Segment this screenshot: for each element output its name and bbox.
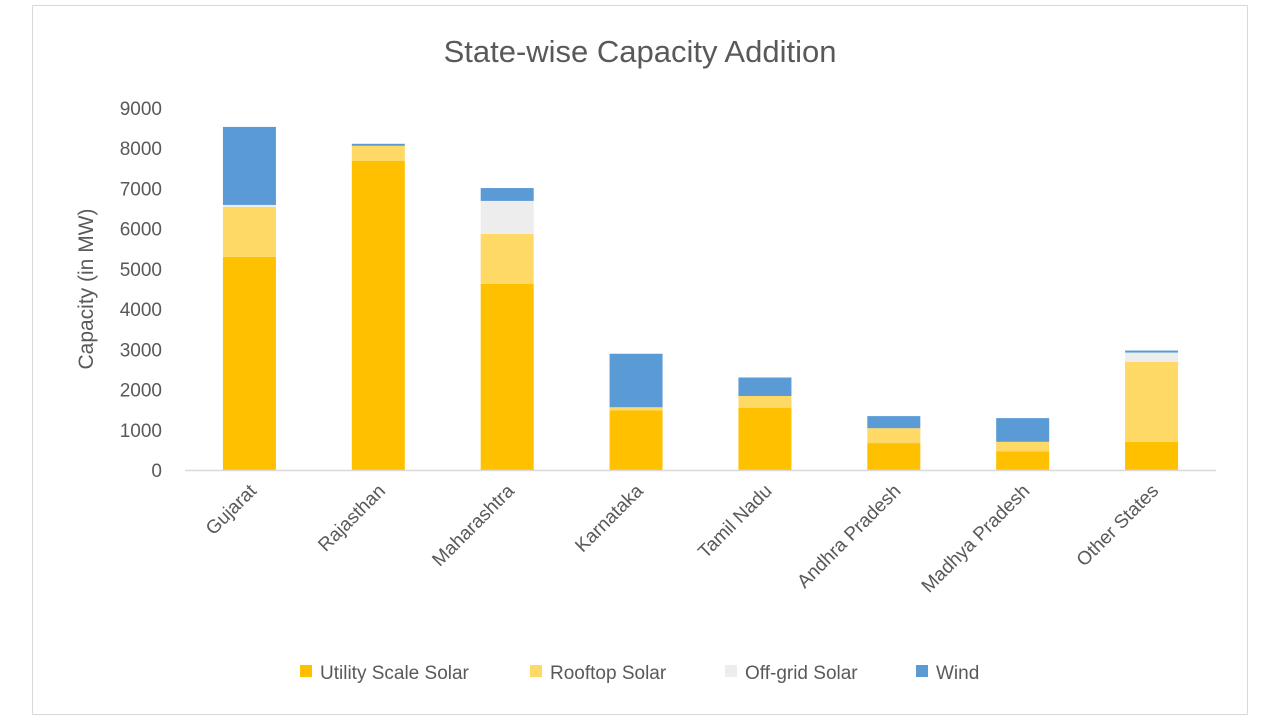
x-tick-label: Madhya Pradesh <box>918 481 1034 597</box>
bar-segment-wind <box>222 126 276 205</box>
y-axis-label: Capacity (in MW) <box>75 208 98 369</box>
y-tick-label: 9000 <box>120 99 162 120</box>
bar-segment-wind <box>1125 350 1179 353</box>
bar-segment-utility-scale-solar <box>1125 441 1179 470</box>
y-tick-label: 7000 <box>120 179 162 200</box>
legend-label: Wind <box>936 663 979 684</box>
bar-segment-rooftop-solar <box>351 145 405 161</box>
bar-segment-rooftop-solar <box>867 428 921 444</box>
bar-segment-wind <box>480 188 534 201</box>
legend-swatch <box>725 665 737 677</box>
bar-segment-wind <box>351 143 405 146</box>
y-tick-label: 3000 <box>120 340 162 361</box>
chart-frame <box>32 5 1248 715</box>
bar-segment-wind <box>867 416 921 429</box>
x-tick-label: Karnataka <box>571 480 647 556</box>
bar-segment-utility-scale-solar <box>351 160 405 471</box>
bar-segment-off-grid-solar <box>480 200 534 234</box>
y-tick-label: 4000 <box>120 300 162 321</box>
bar-segment-utility-scale-solar <box>738 407 792 470</box>
bar-segment-off-grid-solar <box>1125 352 1179 362</box>
y-tick-label: 5000 <box>120 260 162 281</box>
legend-swatch <box>300 665 312 677</box>
y-tick-label: 1000 <box>120 421 162 442</box>
x-tick-label: Gujarat <box>202 480 261 539</box>
bar-segment-rooftop-solar <box>609 407 663 411</box>
x-tick-label: Maharashtra <box>428 480 519 571</box>
bar-segment-rooftop-solar <box>480 233 534 284</box>
bar-segment-utility-scale-solar <box>996 451 1050 470</box>
bar-segment-utility-scale-solar <box>609 410 663 470</box>
bar-segment-rooftop-solar <box>222 206 276 257</box>
legend-swatch <box>916 665 928 677</box>
chart-title: State-wise Capacity Addition <box>444 34 837 69</box>
bar-segment-off-grid-solar <box>222 204 276 207</box>
legend-label: Off-grid Solar <box>745 663 858 684</box>
x-tick-label: Rajasthan <box>314 481 389 556</box>
y-tick-label: 6000 <box>120 220 162 241</box>
bar-segment-utility-scale-solar <box>480 283 534 470</box>
legend-label: Rooftop Solar <box>550 663 667 684</box>
x-tick-label: Other States <box>1073 481 1163 571</box>
y-tick-label: 0 <box>151 461 162 482</box>
bar-segment-rooftop-solar <box>1125 361 1179 442</box>
bar-segment-utility-scale-solar <box>867 443 921 470</box>
y-tick-label: 8000 <box>120 139 162 160</box>
legend-label: Utility Scale Solar <box>320 663 470 684</box>
x-tick-label: Tamil Nadu <box>694 481 776 563</box>
x-tick-label: Andhra Pradesh <box>793 481 905 593</box>
legend-swatch <box>530 665 542 677</box>
bar-segment-wind <box>738 377 792 396</box>
bar-segment-utility-scale-solar <box>222 256 276 470</box>
bar-segment-rooftop-solar <box>738 395 792 408</box>
bar-segment-rooftop-solar <box>996 441 1050 452</box>
y-tick-label: 2000 <box>120 381 162 402</box>
bar-segment-wind <box>609 353 663 408</box>
bar-segment-wind <box>996 418 1050 442</box>
